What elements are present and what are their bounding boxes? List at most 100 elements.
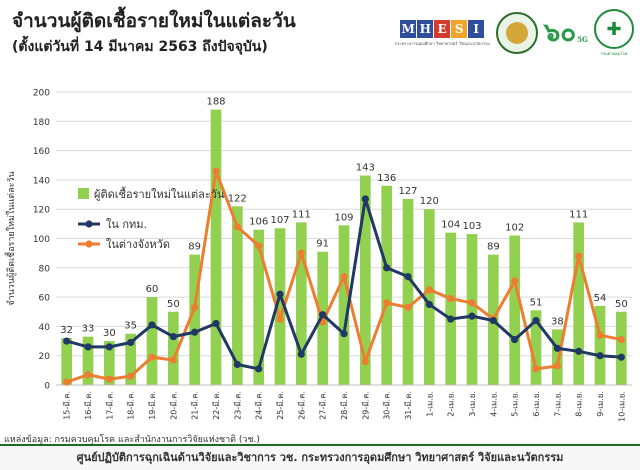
- y-tick-label: 140: [33, 176, 50, 186]
- x-tick-label: 19-มี.ค.: [148, 391, 157, 420]
- bar-value-label: 136: [377, 173, 396, 184]
- legend-marker-bangkok: [85, 220, 93, 228]
- combo-chart: 0 20 40 60 80 100 120 140 160 180 200 จำนวนผู้ติดเช…: [4, 89, 632, 422]
- bar: [594, 305, 606, 385]
- province-point: [63, 378, 71, 386]
- bar: [210, 109, 222, 385]
- x-tick-label: 1-เม.ย.: [425, 391, 434, 417]
- mhesi-letter: H: [417, 19, 434, 38]
- bar: [509, 235, 520, 385]
- bangkok-point: [148, 321, 156, 329]
- bar: [296, 222, 307, 385]
- x-tick-label: 4-เม.ย.: [489, 391, 498, 417]
- bangkok-point: [191, 328, 199, 336]
- province-point: [617, 335, 625, 344]
- bar-value-label: 127: [398, 186, 417, 197]
- x-tick-label: 16-มี.ค.: [84, 391, 93, 420]
- data-source-note: แหล่งข้อมูล: กรมควบคุมโรค และสำนักงานการ…: [4, 435, 260, 445]
- x-tick-label: 10-เม.ย.: [617, 391, 626, 422]
- x-tick-label: 31-มี.ค.: [404, 391, 413, 420]
- bangkok-point: [340, 330, 348, 338]
- province-point: [553, 362, 561, 370]
- province-point: [511, 277, 519, 285]
- legend-label-province: ในต่างจังหวัด: [106, 238, 170, 251]
- province-point: [340, 272, 348, 281]
- chart-title: จำนวนผู้ติดเชื้อรายใหม่ในแต่ละวัน: [12, 10, 296, 32]
- bar-value-label: 120: [420, 196, 439, 207]
- seal-emblem: [505, 22, 528, 44]
- legend-marker-province: [85, 240, 93, 248]
- province-point: [169, 356, 177, 364]
- province-point: [233, 223, 241, 231]
- province-point: [105, 375, 113, 383]
- province-point: [212, 167, 220, 175]
- province-point: [127, 372, 135, 380]
- bar: [82, 336, 94, 385]
- bar-value-label: 106: [249, 217, 268, 228]
- y-tick-label: 20: [39, 352, 51, 362]
- bangkok-point: [84, 343, 92, 351]
- x-tick-label: 6-เม.ย.: [532, 391, 541, 417]
- bar-value-label: 60: [146, 284, 159, 295]
- y-tick-label: 180: [33, 118, 50, 128]
- bar-value-label: 107: [270, 215, 289, 226]
- x-tick-label: 23-มี.ค.: [233, 391, 242, 420]
- bar-value-label: 54: [594, 293, 607, 304]
- bar-value-label: 104: [441, 220, 460, 231]
- mhesi-letter: E: [434, 19, 451, 38]
- bar: [445, 232, 456, 385]
- bar-value-label: 50: [167, 299, 180, 310]
- bar: [360, 175, 371, 385]
- x-tick-label: 3-เม.ย.: [468, 391, 477, 417]
- x-tick-label: 22-มี.ค.: [212, 391, 221, 420]
- bangkok-point: [127, 338, 135, 347]
- bangkok-point: [255, 365, 263, 373]
- bar: [61, 338, 72, 385]
- province-point: [468, 299, 476, 307]
- bar-value-label: 103: [462, 221, 481, 232]
- x-tick-label: 18-มี.ค.: [127, 391, 136, 420]
- bangkok-point: [297, 350, 305, 358]
- bar-value-label: 102: [505, 223, 524, 234]
- footer-credit: ศูนย์ปฏิบัติการฉุกเฉินด้านวิจัยและวิชากา…: [76, 451, 564, 464]
- bar: [466, 234, 478, 385]
- x-tick-label: 27-มี.ค.: [319, 391, 328, 420]
- bar-value-label: 50: [615, 299, 628, 310]
- province-point: [447, 294, 455, 303]
- bar-value-label: 143: [356, 163, 375, 174]
- anniversary-number: ๖๐: [543, 18, 577, 48]
- bar: [189, 254, 200, 385]
- bangkok-point: [425, 300, 433, 309]
- bar: [402, 198, 414, 385]
- bangkok-point: [361, 195, 369, 203]
- bangkok-point: [575, 347, 583, 355]
- bar-value-label: 30: [103, 328, 116, 339]
- bar-value-label: 188: [206, 97, 225, 108]
- legend-swatch-bar: [78, 188, 89, 199]
- bangkok-point: [596, 352, 604, 360]
- mhesi-letter: M: [400, 19, 417, 38]
- x-tick-label: 8-เม.ย.: [575, 391, 584, 417]
- x-tick-label: 9-เม.ย.: [596, 391, 605, 417]
- x-tick-label: 21-มี.ค.: [191, 391, 200, 420]
- bangkok-point: [553, 344, 561, 352]
- bangkok-point: [276, 290, 284, 298]
- bangkok-point: [511, 335, 519, 344]
- y-axis-label: จำนวนผู้ติดเชื้อรายใหม่ในแต่ละวัน: [4, 171, 17, 305]
- province-point: [425, 286, 433, 294]
- bangkok-point: [212, 319, 220, 328]
- province-point: [575, 252, 583, 260]
- y-tick-label: 160: [33, 147, 50, 157]
- x-tick-label: 29-มี.ค.: [361, 391, 370, 420]
- bar: [253, 229, 264, 385]
- bar-value-label: 122: [228, 193, 247, 204]
- bar: [232, 206, 243, 385]
- bar-value-label: 38: [551, 316, 564, 327]
- bar: [274, 228, 286, 385]
- x-tick-label: 30-มี.ค.: [383, 391, 392, 420]
- bangkok-point: [468, 312, 476, 320]
- bangkok-point: [447, 315, 455, 323]
- province-point: [191, 303, 199, 311]
